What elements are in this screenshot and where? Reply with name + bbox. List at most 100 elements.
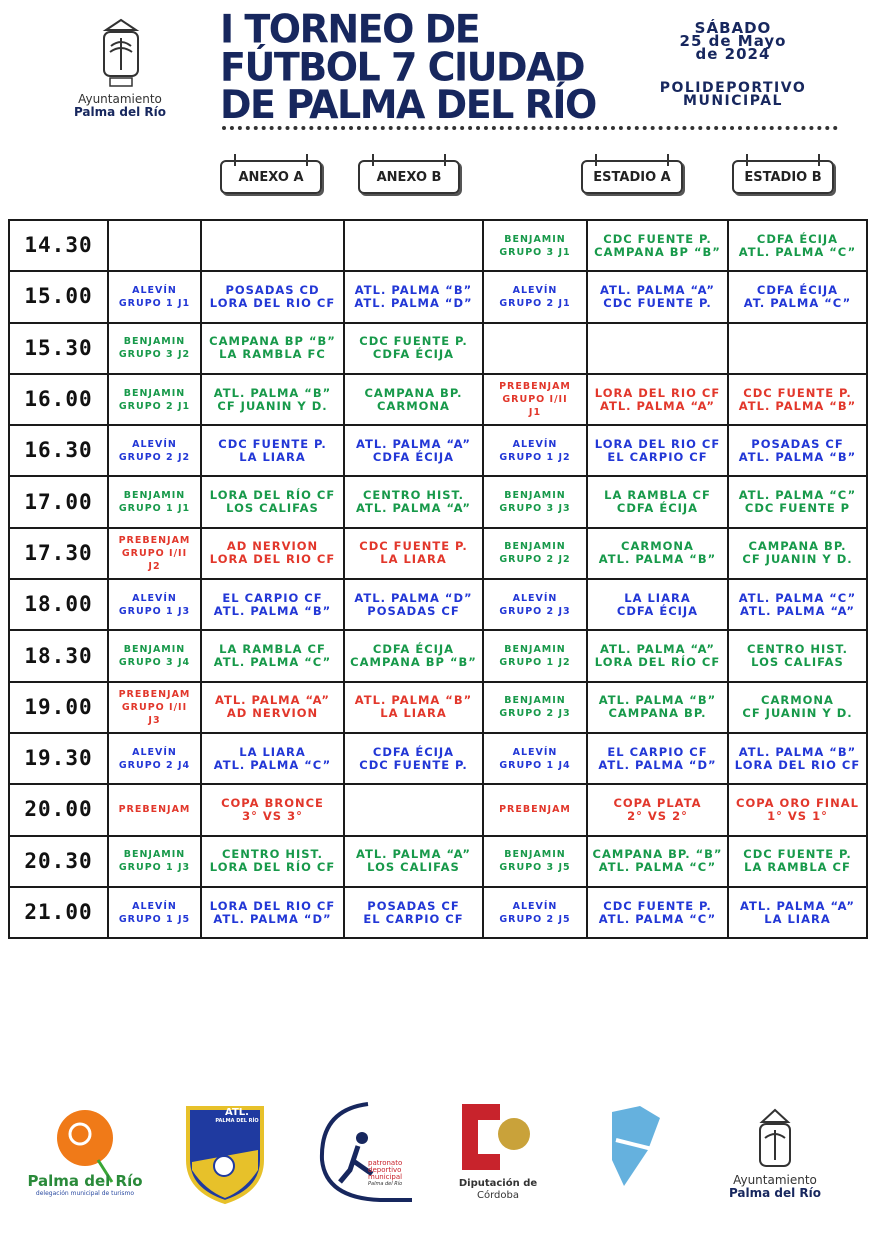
cell-line: POSADAS CF: [367, 603, 460, 618]
cell-line: CDC FUENTE P.: [603, 231, 712, 246]
time-cell: 21.00: [8, 885, 109, 940]
council-line1: Ayuntamiento: [78, 92, 162, 106]
council-line1: Ayuntamiento: [733, 1173, 817, 1187]
cell-line: CF JUANIN Y D.: [742, 706, 853, 721]
cell-line: LORA DEL RÍO CF: [209, 488, 336, 503]
cell-line: LOS CALIFAS: [367, 860, 460, 875]
cell-line: BENJAMIN: [504, 849, 566, 861]
category-cell: BENJAMIN GRUPO 3 J1: [482, 218, 588, 273]
category-cell: ALEVÍN GRUPO 1 J5: [107, 885, 202, 940]
cell-line: LA LIARA: [624, 590, 691, 605]
cell-line: GRUPO 2 J1: [499, 297, 571, 309]
title-line: FÚTBOL 7 CIUDAD: [220, 44, 585, 90]
match-cell: POSADAS CD LORA DEL RIO CF: [200, 270, 345, 324]
cell-line: GRUPO 3 J3: [499, 503, 571, 515]
cell-line: CENTRO HIST.: [746, 642, 849, 657]
cell-line: EL CARPIO CF: [222, 590, 323, 605]
cell-line: BENJAMIN: [123, 336, 186, 348]
match-cell: CDC FUENTE P. LA LIARA: [200, 424, 345, 478]
match-cell: ATL. PALMA “B” CAMPANA BP.: [586, 680, 729, 734]
field-tag: ESTADIO A: [581, 154, 683, 194]
cell-line: GRUPO 3 J4: [118, 657, 191, 669]
cell-line: LA LIARA: [239, 744, 306, 759]
province-logo: Diputación de Córdoba: [448, 1178, 548, 1202]
cell-line: ATL. PALMA “B”: [354, 693, 473, 708]
cell-line: LOS CALIFAS: [751, 655, 844, 670]
cell-line: BENJAMIN: [504, 541, 566, 553]
cell-line: GRUPO 1 J3: [118, 605, 191, 617]
cell-line: CDC FUENTE P.: [359, 334, 468, 349]
cell-line: GRUPO I/II: [502, 394, 568, 406]
sports-mark: [319, 1102, 412, 1202]
cell-line: GRUPO 3 J2: [118, 349, 191, 361]
cell-line: ATL. PALMA “C”: [738, 244, 857, 259]
category-cell: [107, 218, 202, 273]
cell-line: 2° VS 2°: [627, 808, 688, 823]
schedule-row: 16.30 ALEVÍN GRUPO 2 J2 CDC FUENTE P. LA LIA…: [8, 424, 868, 478]
category-cell: PREBENJAM GRUPO I/II J2: [107, 526, 202, 581]
cell-line: CAMPANA BP.: [748, 539, 847, 554]
council-crest: [759, 1123, 791, 1167]
cell-line: GRUPO 3 J1: [499, 246, 571, 258]
cell-line: LORA DEL RIO CF: [209, 295, 336, 310]
category-cell: BENJAMIN GRUPO 2 J1: [107, 372, 202, 427]
cell-line: PREBENJAM: [118, 804, 191, 816]
cell-line: ATL. PALMA “A”: [740, 603, 855, 618]
cell-line: ATL. PALMA “A”: [215, 693, 330, 708]
cell-line: ATL. PALMA “B”: [598, 693, 717, 708]
category-cell: BENJAMIN GRUPO 2 J3: [482, 680, 588, 734]
cell-line: ATL. PALMA “C”: [738, 488, 857, 503]
venue-line: MUNICIPAL: [683, 93, 783, 109]
match-cell: EL CARPIO CF ATL. PALMA “B”: [200, 578, 345, 632]
match-cell: CAMPANA BP. “B” ATL. PALMA “C”: [586, 834, 729, 888]
cell-line: 1° VS 1°: [767, 808, 828, 823]
match-cell: LA LIARA CDFA ÉCIJA: [586, 578, 729, 632]
cell-line: CDC FUENTE P.: [359, 539, 468, 554]
cell-line: BENJAMIN: [123, 387, 186, 399]
tourism-name: Palma del Río: [27, 1172, 143, 1190]
cell-line: CENTRO HIST.: [362, 488, 465, 503]
time-cell: 16.00: [8, 372, 109, 427]
venue-line: POLIDEPORTIVO: [659, 80, 807, 96]
match-cell: ATL. PALMA “A” CDFA ÉCIJA: [343, 424, 484, 478]
match-cell: ATL. PALMA “B” CF JUANIN Y D.: [200, 372, 345, 427]
cell-line: LA LIARA: [380, 552, 447, 567]
match-cell: LORA DEL RIO CF ATL. PALMA “A”: [586, 372, 729, 427]
cell-line: CARMONA: [621, 539, 694, 554]
match-cell: CENTRO HIST. LOS CALIFAS: [727, 629, 868, 683]
match-cell: ATL. PALMA “B” LA LIARA: [343, 680, 484, 734]
category-cell: PREBENJAM GRUPO I/II J1: [482, 372, 588, 427]
council-crest: [102, 18, 140, 87]
cell-line: ATL. PALMA “D”: [354, 295, 473, 310]
match-cell: CDC FUENTE P. CDFA ÉCIJA: [343, 321, 484, 375]
cell-line: CAMPANA BP “B”: [209, 334, 336, 349]
tourism-logo: Palma del Río delegación municipal de tu…: [20, 1172, 150, 1197]
club-logo: ATL. PALMA DEL RÍO: [212, 1107, 262, 1124]
club-name: ATL.: [225, 1107, 249, 1118]
date: SÁBADO 25 de Mayo de 2024: [640, 21, 826, 62]
time-cell: 16.30: [8, 424, 109, 478]
match-cell: CARMONA ATL. PALMA “B”: [586, 526, 729, 581]
schedule-row: 14.30 BENJAMIN GRUPO 3 J1 CDC FUENTE P. CAMP…: [8, 218, 868, 273]
cell-line: COPA BRONCE: [221, 795, 324, 810]
cell-line: LORA DEL RIO CF: [734, 757, 861, 772]
match-cell: ATL. PALMA “D” POSADAS CF: [343, 578, 484, 632]
schedule-row: 20.00 PREBENJAM COPA BRONCE 3° VS 3° PREBENJ…: [8, 783, 868, 837]
cell-line: LOS CALIFAS: [226, 501, 319, 516]
cell-line: POSADAS CF: [751, 436, 844, 451]
match-cell: ATL. PALMA “A” CDC FUENTE P.: [586, 270, 729, 324]
category-cell: ALEVÍN GRUPO 1 J1: [107, 270, 202, 324]
cell-line: PREBENJAM: [118, 534, 191, 546]
cell-line: PREBENJAM: [118, 688, 191, 700]
cell-line: CAMPANA BP.: [364, 385, 463, 400]
cell-line: GRUPO 3 J5: [499, 862, 571, 874]
match-cell: EL CARPIO CF ATL. PALMA “D”: [586, 731, 729, 786]
match-cell: ATL. PALMA “C” ATL. PALMA “A”: [727, 578, 868, 632]
schedule-row: 18.00 ALEVÍN GRUPO 1 J3 EL CARPIO CF ATL. PA…: [8, 578, 868, 632]
time-cell: 17.30: [8, 526, 109, 581]
category-cell: ALEVÍN GRUPO 2 J4: [107, 731, 202, 786]
category-cell: BENJAMIN GRUPO 3 J5: [482, 834, 588, 888]
cell-line: CF JUANIN Y D.: [217, 398, 328, 413]
match-cell: [343, 783, 484, 837]
time-cell: 18.00: [8, 578, 109, 632]
